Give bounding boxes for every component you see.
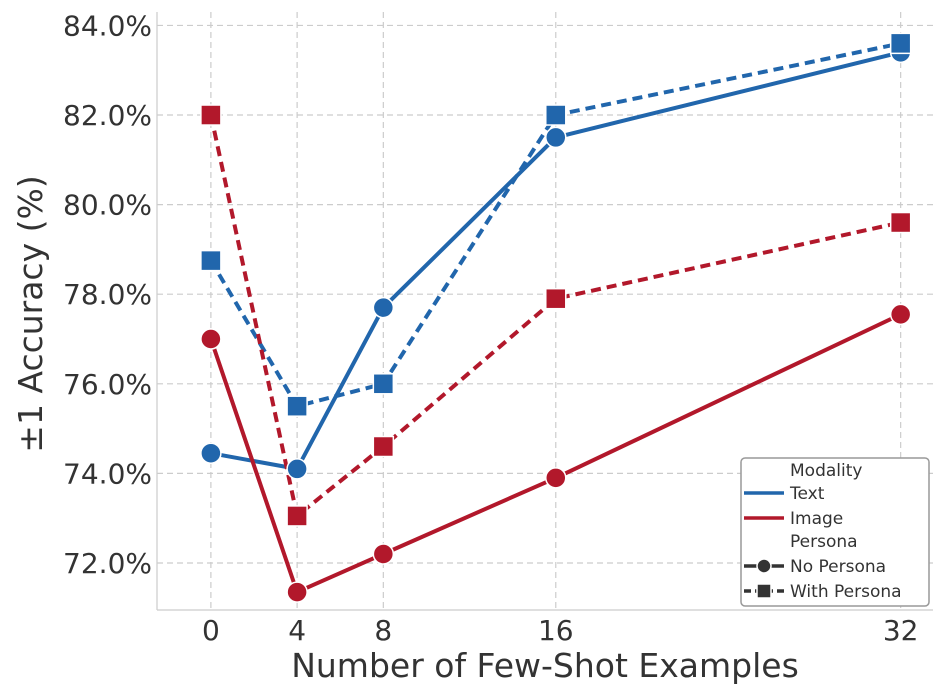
series	[200, 32, 912, 603]
legend-no-persona-label: No Persona	[790, 557, 886, 577]
data-point-text-with-persona	[889, 32, 912, 55]
x-tick-label: 8	[374, 614, 392, 647]
data-point-image-no-persona	[286, 581, 308, 603]
tick-labels: 72.0% 74.0% 76.0% 78.0% 80.0% 82.0% 84.0% 0 4 8 16…	[63, 9, 918, 647]
data-point-text-no-persona	[372, 296, 395, 319]
data-point-text-with-persona	[200, 249, 222, 272]
x-tick-label: 16	[538, 614, 574, 647]
legend-persona-title: Persona	[790, 532, 858, 552]
data-point-text-with-persona	[545, 104, 567, 126]
data-point-text-with-persona	[286, 395, 308, 417]
data-point-text-no-persona	[200, 442, 222, 464]
legend-no-persona-marker	[756, 558, 772, 574]
legend-image-label: Image	[790, 509, 843, 529]
y-tick-label: 82.0%	[63, 99, 152, 132]
data-point-image-with-persona	[286, 505, 308, 527]
y-tick-label: 80.0%	[63, 189, 152, 222]
y-tick-label: 72.0%	[63, 547, 152, 580]
axes	[156, 12, 933, 611]
data-point-text-with-persona	[372, 373, 395, 395]
data-point-image-no-persona	[372, 543, 395, 565]
legend-with-persona-marker	[756, 583, 772, 599]
data-point-image-no-persona	[200, 328, 222, 350]
x-tick-label: 32	[883, 614, 919, 647]
x-axis-title: Number of Few-Shot Examples	[291, 646, 799, 685]
data-point-image-with-persona	[372, 435, 395, 458]
legend-with-persona-label: With Persona	[790, 582, 902, 602]
data-point-image-with-persona	[200, 104, 222, 126]
data-point-text-no-persona	[286, 458, 308, 480]
legend-box	[740, 457, 930, 607]
data-point-image-no-persona	[889, 303, 912, 326]
y-tick-label: 74.0%	[63, 457, 152, 490]
data-point-image-with-persona	[545, 287, 567, 310]
data-point-image-no-persona	[545, 467, 567, 489]
data-point-text-no-persona	[545, 126, 567, 149]
legend: Modality Text Image Persona No Persona W…	[740, 457, 930, 607]
y-axis-title: ±1 Accuracy (%)	[11, 175, 50, 452]
x-tick-label: 4	[288, 614, 306, 647]
legend-text-label: Text	[789, 484, 825, 504]
y-tick-label: 84.0%	[63, 9, 152, 42]
y-tick-label: 78.0%	[63, 278, 152, 311]
x-tick-label: 0	[202, 614, 220, 647]
y-tick-label: 76.0%	[63, 368, 152, 401]
legend-modality-title: Modality	[790, 461, 862, 481]
data-point-image-with-persona	[889, 211, 912, 234]
